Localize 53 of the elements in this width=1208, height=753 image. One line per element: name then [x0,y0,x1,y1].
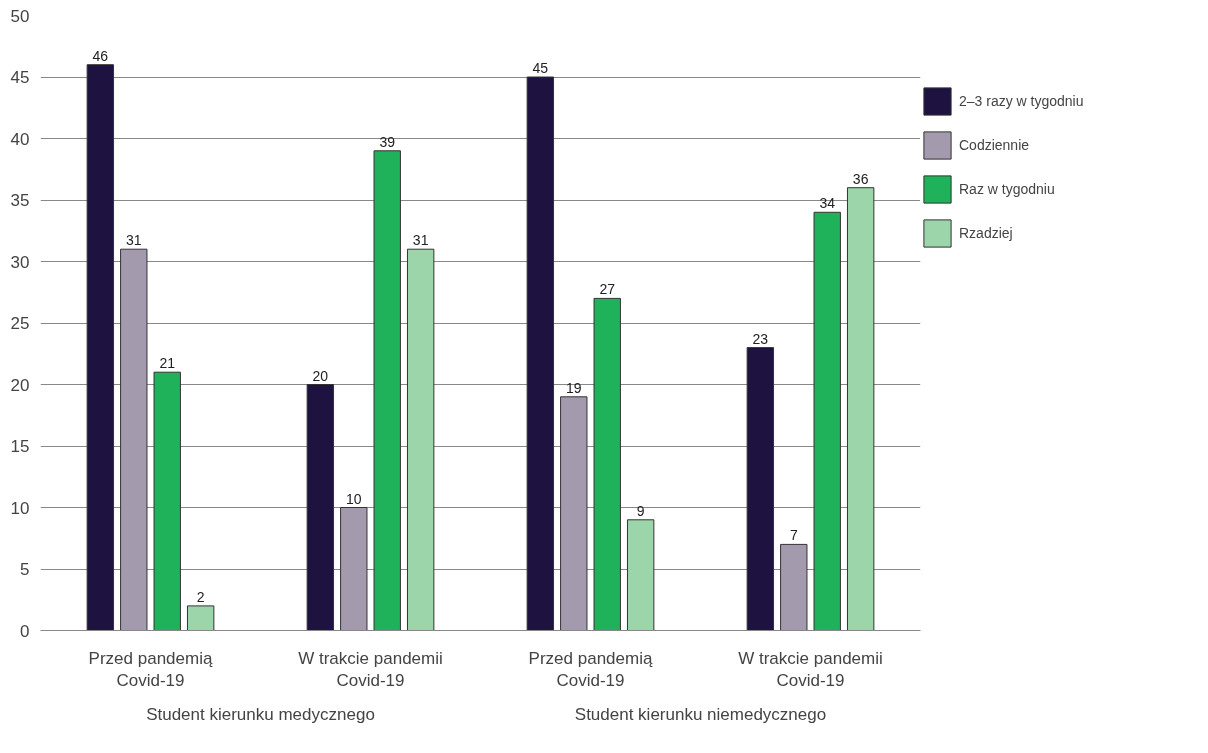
data-label: 45 [532,60,549,76]
bar [120,248,148,631]
bar [340,507,368,631]
x-tick-label: Przed pandemią Covid-19 [88,648,213,691]
data-label: 20 [312,367,329,384]
data-label: 21 [159,355,176,372]
y-tick-label: 40 [10,129,30,149]
data-label: 31 [412,232,429,249]
bar [560,396,588,631]
bar [813,211,841,631]
legend-label: 2–3 razy w tygodniu [959,93,1084,109]
bar [746,347,775,631]
bar [626,519,655,631]
y-tick-label: 25 [10,314,30,333]
legend-label: Raz w tygodniu [959,181,1055,197]
bar [846,187,875,631]
data-label: 36 [852,170,869,187]
bar [186,605,215,631]
bar [373,150,401,631]
data-label: 39 [379,133,396,150]
x-tick-label: W trakcie pandemii Covid-19 [298,648,443,691]
y-tick-label: 35 [10,191,30,210]
y-tick-label: 10 [10,498,30,518]
legend-label: Codziennie [959,137,1030,153]
data-label: 10 [345,490,362,507]
data-label: 23 [752,330,769,347]
text: Student kierunku medycznego [146,704,375,724]
y-tick-label: 50 [10,6,30,26]
data-label: 46 [92,47,109,64]
x-tick-label: Przed pandemią Covid-19 [528,648,653,691]
legend-label: Rzadziej [959,225,1013,241]
y-tick-label: 5 [20,560,30,579]
data-label: 2 [196,588,205,605]
y-tick-label: 20 [10,375,30,395]
data-label: 27 [599,281,616,298]
y-tick-label: 0 [20,621,30,641]
y-tick-label: 15 [10,437,30,456]
x-tick-label: W trakcie pandemii Covid-19 [738,648,883,691]
bar [526,76,555,631]
bar [593,297,621,631]
bar [780,543,808,631]
data-label: 7 [789,527,798,544]
bar [86,64,115,631]
bar [306,384,335,631]
y-tick-label: 45 [10,68,30,87]
data-label: 34 [819,195,836,212]
data-label: 9 [636,502,645,519]
bar [406,248,435,631]
bar [153,371,181,631]
data-label: 19 [565,379,582,396]
text: Student kierunku niemedycznego [574,704,827,724]
y-tick-label: 30 [10,252,30,272]
data-label: 31 [125,232,142,249]
